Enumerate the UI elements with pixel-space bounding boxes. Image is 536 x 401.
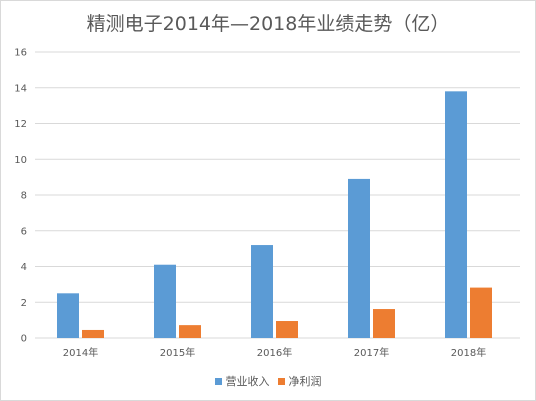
legend-item-revenue: 营业收入: [214, 373, 270, 389]
legend-swatch-net-profit: [277, 377, 285, 385]
gridlines: [35, 51, 520, 339]
legend-swatch-revenue: [214, 377, 222, 385]
bar-revenue-5: [445, 91, 467, 338]
bar-net-profit-2: [179, 325, 201, 338]
legend: 营业收入 净利润: [0, 373, 536, 389]
x-axis-tick-labels: 2014年 2015年 2016年 2017年 2018年: [63, 346, 486, 359]
bar-revenue-2: [154, 264, 176, 338]
y-tick-label: 16: [14, 48, 27, 59]
bar-net-profit-5: [470, 287, 492, 338]
y-tick-label: 4: [21, 262, 27, 273]
bar-revenue-1: [57, 293, 79, 338]
x-tick-label: 2018年: [451, 346, 486, 359]
y-tick-label: 0: [21, 334, 27, 345]
bar-revenue-4: [348, 178, 370, 338]
x-tick-label: 2015年: [160, 346, 195, 359]
bar-net-profit-1: [82, 329, 104, 338]
y-tick-label: 10: [14, 155, 27, 166]
x-tick-label: 2016年: [257, 346, 292, 359]
legend-item-net-profit: 净利润: [277, 373, 322, 389]
bar-net-profit-3: [276, 321, 298, 338]
bars: [57, 91, 492, 338]
legend-label-revenue: 营业收入: [225, 375, 270, 388]
y-axis-tick-labels: 0 2 4 6 8 10 12 14 16: [14, 48, 27, 345]
bar-net-profit-4: [373, 309, 395, 338]
x-tick-label: 2014年: [63, 346, 98, 359]
bar-revenue-3: [251, 245, 273, 338]
y-tick-label: 12: [14, 119, 27, 130]
y-tick-label: 14: [14, 83, 27, 94]
y-tick-label: 2: [21, 298, 27, 309]
y-tick-label: 6: [21, 226, 27, 237]
y-tick-label: 8: [21, 191, 27, 202]
legend-label-net-profit: 净利润: [288, 375, 322, 388]
chart-title: 精测电子2014年—2018年业绩走势（亿）: [86, 13, 450, 35]
x-tick-label: 2017年: [354, 346, 389, 359]
